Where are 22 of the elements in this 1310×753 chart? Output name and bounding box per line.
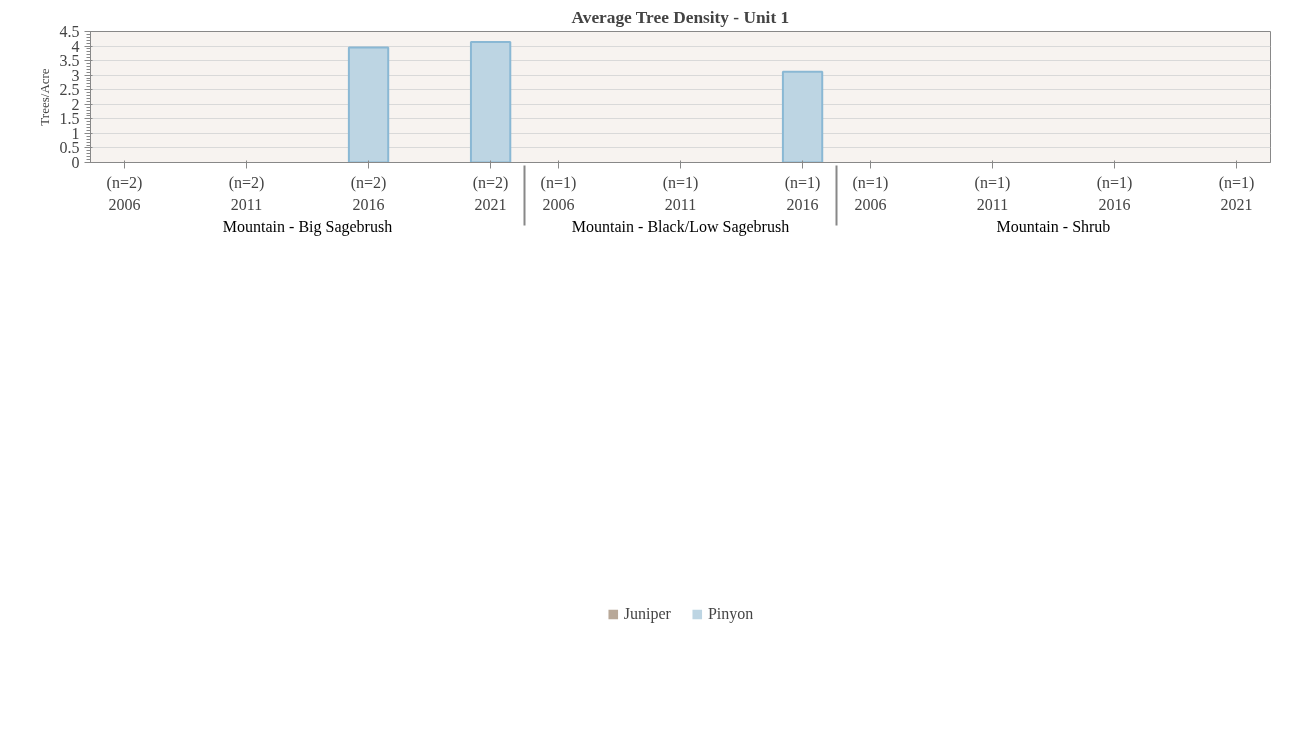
category-label: (n=1) 2016 <box>1096 173 1133 213</box>
text: Mountain - Big Sagebrush <box>222 217 393 236</box>
category-label: (n=2) 2011 <box>228 173 265 213</box>
y-tick-label: 4.5 <box>59 23 80 40</box>
category-label: (n=2) 2006 <box>106 173 143 213</box>
category-label: (n=2) 2016 <box>350 173 387 213</box>
category-label: (n=1) 2006 <box>852 173 889 213</box>
category-label: (n=1) 2011 <box>974 173 1011 213</box>
y-tick-label: 0 <box>71 154 80 171</box>
y-tick-label: 0.5 <box>59 139 80 157</box>
y-axis-title: Trees/Acre <box>36 68 52 126</box>
legend-label: Juniper <box>623 604 671 623</box>
text: Mountain - Black/Low Sagebrush <box>571 217 790 236</box>
category-label: (n=1) 2021 <box>1218 173 1255 213</box>
legend-label: Pinyon <box>707 604 754 623</box>
category-label: (n=1) 2016 <box>784 173 821 213</box>
category-label: (n=1) 2011 <box>662 173 699 213</box>
chart-title: Average Tree Density - Unit 1 <box>571 7 790 27</box>
category-label: (n=1) 2006 <box>540 173 577 213</box>
category-label: (n=2) 2021 <box>472 173 509 213</box>
y-tick-label: 4 <box>71 37 80 55</box>
text: Mountain - Shrub <box>996 217 1111 235</box>
